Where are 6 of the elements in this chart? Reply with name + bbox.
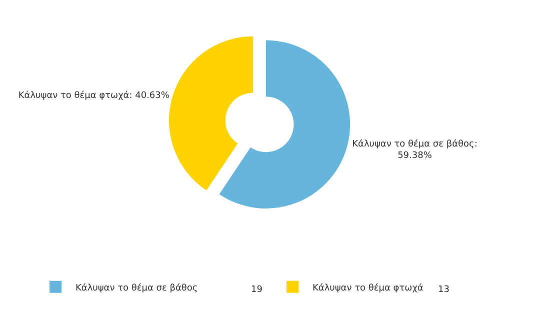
data-label: Κάλυψαν το θέμα σε βάθος: 59.38% [352,138,478,162]
text: 19 [251,285,263,295]
legend-label: Κάλυψαν το θέμα φτωχά [312,282,424,294]
legend-label: Κάλυψαν το θέμα σε βάθος [76,282,198,294]
data-label: Κάλυψαν το θέμα φτωχά: 40.63% [18,90,170,102]
text: 13 [438,285,450,295]
